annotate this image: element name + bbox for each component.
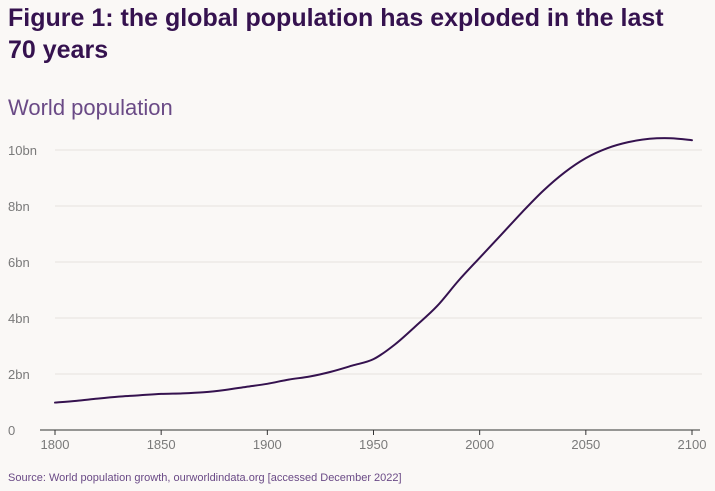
x-tick-label: 1950 [359, 437, 388, 452]
x-tick-label: 2100 [678, 437, 707, 452]
y-tick-label: 8bn [8, 199, 30, 214]
y-tick-label: 4bn [8, 311, 30, 326]
y-tick-label: 10bn [8, 143, 37, 158]
source-note: Source: World population growth, ourworl… [8, 472, 402, 484]
y-tick-label: 2bn [8, 367, 30, 382]
x-tick-label: 1900 [253, 437, 282, 452]
x-tick-label: 2050 [571, 437, 600, 452]
y-tick-label: 6bn [8, 255, 30, 270]
figure-title: Figure 1: the global population has expl… [8, 4, 664, 64]
chart-title: World population [8, 95, 173, 120]
x-tick-label: 1850 [147, 437, 176, 452]
population-series-line [54, 137, 693, 404]
y-tick-label: 0 [8, 423, 15, 438]
x-tick-label: 2000 [465, 437, 494, 452]
x-tick-label: 1800 [41, 437, 70, 452]
